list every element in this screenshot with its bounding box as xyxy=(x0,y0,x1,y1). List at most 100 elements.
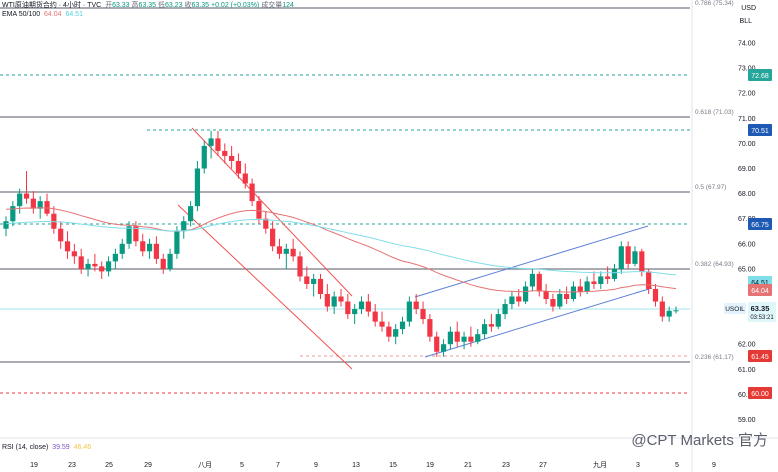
down-channel-upper xyxy=(191,127,353,297)
candle-body xyxy=(85,263,91,269)
price-axis-tick: 61.00 xyxy=(738,367,756,374)
current-price-label: 63.35 xyxy=(751,304,770,313)
open-label: 开 xyxy=(105,2,113,9)
candle-body xyxy=(564,294,570,300)
candle-body xyxy=(345,301,351,315)
ema-label: EMA 50/100 xyxy=(2,11,41,18)
volume-label: 成交量 xyxy=(261,2,283,9)
price-axis-tick: 70.00 xyxy=(738,141,756,148)
fib-level-label: 0.786 (75.34) xyxy=(695,0,734,7)
candle-body xyxy=(92,263,98,267)
price-badge xyxy=(748,387,772,399)
candle-body xyxy=(625,246,631,264)
price-axis-tick: 59.00 xyxy=(738,417,756,424)
price-axis-tick: 62.00 xyxy=(738,342,756,349)
price-badge xyxy=(748,69,772,81)
candle-body xyxy=(311,278,317,284)
candle-body xyxy=(461,336,467,342)
price-axis-tick: 72.00 xyxy=(738,91,756,98)
time-axis-tick: 23 xyxy=(502,462,510,469)
time-axis-tick: 15 xyxy=(389,462,397,469)
countdown-label: 03:53:21 xyxy=(750,315,774,321)
down-channel-lower xyxy=(177,204,353,370)
time-axis-tick: 25 xyxy=(105,462,113,469)
candle-body xyxy=(632,251,638,264)
price-axis-tick: 68.00 xyxy=(738,191,756,198)
candle-body xyxy=(420,309,426,320)
time-axis-tick: 5 xyxy=(675,462,679,469)
candle-body xyxy=(201,145,207,169)
candle-body xyxy=(406,301,412,322)
high-label: 高 xyxy=(131,2,139,9)
time-axis-tick: 九月 xyxy=(593,460,607,469)
price-badge xyxy=(748,350,772,362)
price-badge xyxy=(748,124,772,136)
candle-body xyxy=(99,266,105,272)
open-value: 63.33 xyxy=(112,2,130,9)
candle-body xyxy=(222,150,228,156)
unit-label[interactable]: BLL xyxy=(739,18,752,25)
candle-body xyxy=(468,336,474,342)
price-axis-tick: 74.00 xyxy=(738,41,756,48)
price-axis-tick: 60.00 xyxy=(738,392,756,399)
candle-body xyxy=(591,281,597,284)
candle-body xyxy=(3,221,9,229)
current-price-badge xyxy=(748,302,776,322)
close-label: 收 xyxy=(184,2,192,9)
candle-body xyxy=(447,331,453,345)
symbol-header: WTI原油期货合约 · 4小时 · TVC 开63.33 高63.35 低63.… xyxy=(2,1,294,10)
symbol-title[interactable]: WTI原油期货合约 · 4小时 · TVC xyxy=(2,2,102,9)
low-value: 63.23 xyxy=(165,2,183,9)
fib-level-label: 0.5 (67.97) xyxy=(695,184,726,191)
price-axis-tick: 66.00 xyxy=(738,241,756,248)
candle-body xyxy=(283,248,289,254)
price-axis-tick: 73.00 xyxy=(738,66,756,73)
candle-body xyxy=(516,296,522,302)
price-axis-tick: 65.00 xyxy=(738,266,756,273)
candle-body xyxy=(23,193,30,199)
ema-legend[interactable]: EMA 50/100 64.04 64.51 xyxy=(2,10,83,19)
candle-body xyxy=(666,310,672,317)
price-badge-label: 66.75 xyxy=(751,222,769,229)
candle-body xyxy=(112,253,118,262)
candle-body xyxy=(522,286,529,302)
candle-body xyxy=(235,160,242,174)
candle-body xyxy=(352,309,358,315)
candle-body xyxy=(434,336,440,352)
candle-body xyxy=(358,301,365,310)
candle-body xyxy=(64,241,71,252)
time-axis-tick: 27 xyxy=(539,462,547,469)
candle-body xyxy=(160,258,166,269)
candle-body xyxy=(646,271,652,289)
candle-body xyxy=(10,206,16,222)
fib-level-label: 0.236 (61.17) xyxy=(695,354,734,361)
candle-body xyxy=(324,294,330,307)
price-badge-label: 64.04 xyxy=(751,288,769,295)
ema100-value: 64.51 xyxy=(65,11,83,18)
candle-body xyxy=(427,319,433,337)
candle-body xyxy=(502,304,508,315)
time-axis-tick: 23 xyxy=(68,462,76,469)
candle-body xyxy=(256,201,262,219)
candle-body xyxy=(652,288,659,302)
candle-body xyxy=(570,286,577,300)
candle-body xyxy=(208,138,214,146)
candle-body xyxy=(290,248,296,257)
candle-body xyxy=(475,334,481,342)
time-axis-tick: 3 xyxy=(636,462,640,469)
candle-body xyxy=(215,138,221,151)
change-value: +0.02 (+0.03%) xyxy=(211,2,260,9)
candle-body xyxy=(454,331,460,342)
rsi-legend[interactable]: RSI (14, close) 39.59 46.46 xyxy=(2,443,91,452)
candle-body xyxy=(557,294,563,307)
candle-body xyxy=(187,206,194,222)
price-badge-label: 70.51 xyxy=(751,128,769,135)
currency-label[interactable]: USD xyxy=(741,5,756,12)
candle-body xyxy=(529,273,536,287)
price-badge-label: 72.68 xyxy=(751,73,769,80)
candle-body xyxy=(605,276,611,279)
high-value: 63.35 xyxy=(138,2,157,9)
candle-body xyxy=(639,251,645,272)
candle-body xyxy=(270,228,276,247)
